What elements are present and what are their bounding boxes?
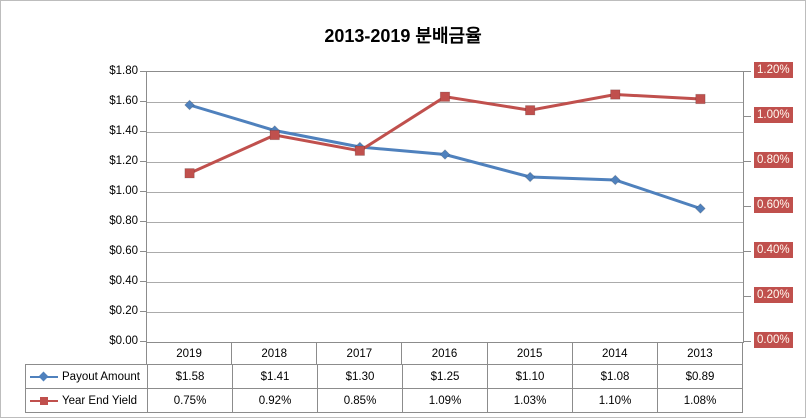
right-axis-tick-mark bbox=[743, 251, 751, 252]
left-axis-tick-label: $0.80 bbox=[109, 215, 138, 227]
left-axis-tick-label: $1.80 bbox=[109, 65, 138, 77]
gridline bbox=[147, 282, 743, 283]
right-axis-tick-label: 0.80% bbox=[754, 152, 793, 168]
left-axis-tick-mark bbox=[140, 161, 147, 162]
table-value-cell: $1.58 bbox=[147, 365, 232, 389]
legend-key-marker bbox=[38, 371, 49, 382]
right-axis-tick-mark bbox=[743, 296, 751, 297]
left-axis-tick-label: $1.00 bbox=[109, 185, 138, 197]
left-axis-tick-label: $1.20 bbox=[109, 155, 138, 167]
table-value-cell: $1.25 bbox=[402, 365, 487, 389]
left-axis-tick-mark bbox=[140, 191, 147, 192]
table-value-cell: $1.10 bbox=[487, 365, 572, 389]
data-point-marker-diamond bbox=[439, 149, 451, 160]
left-axis-tick-mark bbox=[140, 221, 147, 222]
gridline bbox=[147, 132, 743, 133]
table-value-cell: 1.10% bbox=[572, 389, 657, 412]
table-header-cell-year: 2013 bbox=[656, 342, 742, 365]
gridline bbox=[147, 252, 743, 253]
gridline bbox=[147, 162, 743, 163]
data-point-marker-diamond bbox=[695, 203, 706, 214]
data-point-marker-square bbox=[439, 91, 451, 102]
table-value-cell: $1.30 bbox=[317, 365, 402, 389]
right-axis-tick-label: 1.00% bbox=[754, 107, 793, 123]
table-header-cell-year: 2015 bbox=[486, 342, 572, 365]
left-axis-tick-mark bbox=[140, 251, 147, 252]
right-axis-tick-label: 0.00% bbox=[754, 332, 793, 348]
data-point-marker-diamond bbox=[184, 99, 195, 111]
left-axis-tick-label: $0.00 bbox=[109, 335, 138, 347]
table-header-cell-year: 2017 bbox=[316, 342, 401, 365]
right-axis-tick-mark bbox=[743, 161, 751, 162]
gridline bbox=[147, 312, 743, 313]
table-header-cell-year: 2018 bbox=[231, 342, 316, 365]
right-axis-tick-label: 0.40% bbox=[754, 242, 793, 258]
legend-label: Year End Yield bbox=[62, 394, 138, 407]
gridline bbox=[147, 192, 743, 193]
right-axis-tick-mark bbox=[743, 206, 751, 207]
right-axis-tick-label: 1.20% bbox=[754, 62, 793, 78]
right-axis-tick-mark bbox=[743, 71, 751, 72]
left-axis-tick-mark bbox=[140, 101, 147, 102]
data-point-marker-square bbox=[269, 129, 280, 141]
data-table-row-payout-amount: Payout Amount $1.58 $1.41 $1.30 $1.25 $1.10 $1… bbox=[25, 364, 743, 389]
table-header-cell-year: 2016 bbox=[401, 342, 486, 365]
legend-entry-year-end-yield: Year End Yield bbox=[26, 389, 147, 412]
right-axis-tick-mark bbox=[743, 116, 751, 117]
left-axis-tick-label: $1.60 bbox=[109, 95, 138, 107]
left-axis-tick-label: $0.60 bbox=[109, 245, 138, 257]
table-value-cell: 1.03% bbox=[487, 389, 572, 412]
left-axis-tick-mark bbox=[140, 341, 147, 342]
data-point-marker-diamond bbox=[524, 171, 536, 183]
data-point-marker-square bbox=[354, 145, 365, 156]
gridline bbox=[147, 102, 743, 103]
left-axis-tick-label: $0.20 bbox=[109, 305, 138, 317]
right-axis-tick-mark bbox=[743, 341, 751, 342]
left-axis-tick-mark bbox=[140, 71, 147, 72]
table-value-cell: 1.09% bbox=[402, 389, 487, 412]
data-point-marker-square bbox=[610, 89, 621, 100]
table-value-cell: 0.92% bbox=[232, 389, 317, 412]
chart-title: 2013-2019 분배금율 bbox=[324, 26, 482, 46]
legend-key-diamond-icon bbox=[30, 371, 58, 383]
data-point-marker-diamond bbox=[609, 174, 621, 186]
table-value-cell: $1.08 bbox=[572, 365, 657, 389]
left-axis-tick-mark bbox=[140, 311, 147, 312]
legend-label: Payout Amount bbox=[62, 371, 140, 383]
series-plot bbox=[184, 89, 706, 214]
table-header-cell-year: 2019 bbox=[176, 347, 202, 360]
table-value-cell: 0.85% bbox=[317, 389, 402, 412]
series-line-1 bbox=[188, 92, 701, 175]
gridline bbox=[147, 222, 743, 223]
right-axis-tick-label: 0.60% bbox=[754, 197, 793, 213]
data-table-row-year-end-yield: Year End Yield 0.75% 0.92% 0.85% 1.09% 1.03% 1… bbox=[25, 388, 743, 413]
data-point-marker-square bbox=[695, 93, 706, 105]
right-axis-tick-label: 0.20% bbox=[754, 287, 793, 303]
left-axis-tick-mark bbox=[140, 131, 147, 132]
left-axis-tick-label: $1.40 bbox=[109, 125, 138, 137]
data-point-marker-square bbox=[184, 168, 195, 179]
table-value-cell: 0.75% bbox=[147, 389, 232, 412]
left-axis-tick-mark bbox=[140, 281, 147, 282]
table-value-cell: $1.41 bbox=[232, 365, 317, 389]
left-axis-tick-label: $0.40 bbox=[109, 275, 138, 287]
table-value-cell: $0.89 bbox=[657, 365, 742, 389]
data-point-marker-square bbox=[525, 105, 536, 116]
data-table-header-row: 2019 2018 2017 2016 2015 2014 2013 bbox=[146, 342, 743, 365]
table-header-cell-year: 2014 bbox=[571, 342, 657, 365]
plot-area bbox=[146, 71, 744, 343]
legend-entry-payout-amount: Payout Amount bbox=[26, 365, 147, 389]
table-value-cell: 1.08% bbox=[657, 389, 742, 412]
legend-key-marker bbox=[40, 396, 48, 405]
legend-key-square-icon bbox=[30, 395, 58, 407]
